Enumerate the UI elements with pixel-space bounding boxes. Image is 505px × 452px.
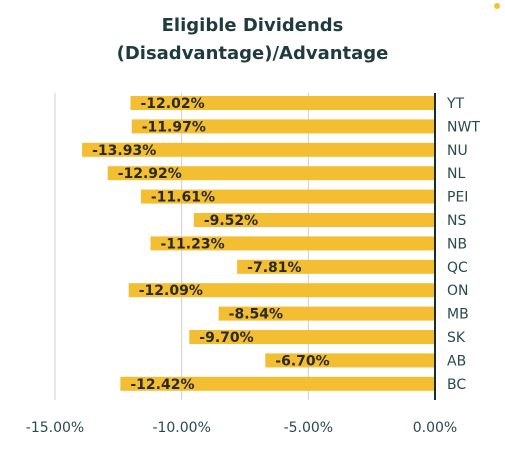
- category-label-nl: NL: [447, 166, 465, 182]
- category-label-bc: BC: [447, 377, 466, 393]
- bar-nwt: [131, 119, 435, 134]
- bar-mb: [218, 306, 435, 321]
- data-label-sk: -9.70%: [199, 330, 253, 346]
- data-label-nu: -13.93%: [92, 143, 156, 159]
- bar-on: [128, 283, 435, 298]
- bar-bc: [120, 376, 436, 391]
- chart-title-line-1: Eligible Dividends: [161, 15, 344, 36]
- category-label-nb: NB: [447, 236, 467, 252]
- category-label-mb: MB: [447, 307, 469, 323]
- bar-nb: [150, 236, 436, 251]
- bar-ab: [265, 353, 435, 368]
- data-label-ab: -6.70%: [275, 353, 329, 369]
- bar-nu: [82, 142, 436, 157]
- data-label-ns: -9.52%: [204, 213, 258, 229]
- category-label-ns: NS: [447, 213, 466, 229]
- category-label-pei: PEI: [447, 190, 468, 206]
- category-label-nu: NU: [447, 143, 468, 159]
- category-label-sk: SK: [447, 330, 466, 346]
- category-label-nwt: NWT: [447, 119, 480, 135]
- bar-sk: [189, 330, 435, 344]
- category-label-ab: AB: [447, 353, 466, 369]
- data-label-nb: -11.23%: [161, 236, 225, 252]
- x-tick-label-1: -10.00%: [152, 420, 210, 436]
- x-tick-label-0: -15.00%: [26, 420, 84, 436]
- bar-qc: [237, 259, 435, 274]
- data-label-yt: -12.02%: [140, 96, 204, 112]
- data-label-bc: -12.42%: [130, 377, 194, 393]
- corner-dot-icon: [494, 3, 500, 9]
- chart-title-line-2: (Disadvantage)/Advantage: [116, 43, 389, 64]
- bar-nl: [107, 166, 436, 181]
- chart-title: Eligible Dividends (Disadvantage)/Advant…: [0, 12, 505, 68]
- x-tick-label-3: 0.00%: [413, 420, 457, 436]
- category-label-on: ON: [447, 283, 469, 299]
- category-label-yt: YT: [446, 96, 465, 112]
- bar-ns: [193, 213, 435, 227]
- x-tick-label-2: -5.00%: [284, 420, 334, 436]
- data-label-qc: -7.81%: [247, 260, 301, 276]
- bar-pei: [140, 189, 435, 204]
- bar-yt: [130, 96, 435, 110]
- data-label-mb: -8.54%: [229, 307, 283, 323]
- data-label-nl: -12.92%: [118, 166, 182, 182]
- category-label-qc: QC: [447, 260, 468, 276]
- data-label-nwt: -11.97%: [142, 119, 206, 135]
- data-label-pei: -11.61%: [151, 190, 215, 206]
- data-label-on: -12.09%: [139, 283, 203, 299]
